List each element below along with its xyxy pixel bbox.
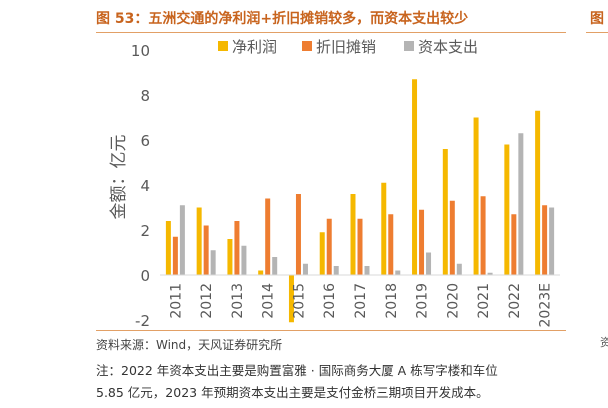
bar-depreciation-2022 xyxy=(511,214,517,275)
y-tick-label: -2 xyxy=(135,312,150,330)
legend-label: 资本支出 xyxy=(418,38,478,56)
y-axis-label: 金额：亿元 xyxy=(109,135,129,220)
bar-capex-2017 xyxy=(364,266,370,275)
bar-depreciation-2019 xyxy=(419,209,425,275)
bar-net-profit-2018 xyxy=(381,182,387,275)
y-tick-label: 6 xyxy=(140,132,150,150)
x-tick-label: 2023E xyxy=(538,283,554,327)
bar-net-profit-2019 xyxy=(412,79,418,275)
legend-label: 折旧摊销 xyxy=(316,38,376,56)
x-tick-label: 2015 xyxy=(291,283,307,319)
bar-depreciation-2015 xyxy=(295,194,301,275)
bar-net-profit-2021 xyxy=(473,117,479,275)
bar-net-profit-2023E xyxy=(535,110,541,275)
legend-swatch xyxy=(404,41,414,51)
bar-capex-2020 xyxy=(456,263,462,275)
bar-capex-2021 xyxy=(487,272,493,275)
bar-chart: -2 0 2 4 6 8 10 金额：亿元 2011 2012 2013 2014 2015 2016 20… xyxy=(109,38,560,330)
adjacent-figure-note-fragment: 资 xyxy=(600,336,608,349)
bar-net-profit-2012 xyxy=(196,207,202,275)
legend-label: 净利润 xyxy=(232,38,277,56)
bar-depreciation-2012 xyxy=(203,225,209,275)
x-tick-label: 2012 xyxy=(199,283,215,319)
bar-depreciation-2014 xyxy=(265,198,271,275)
x-tick-label: 2011 xyxy=(168,283,184,319)
bar-capex-2011 xyxy=(179,205,185,275)
x-tick-label: 2013 xyxy=(230,283,246,319)
x-tick-label: 2018 xyxy=(384,283,400,319)
legend-swatch xyxy=(302,41,312,51)
x-tick-label: 2016 xyxy=(322,283,338,319)
bar-capex-2013 xyxy=(241,245,247,275)
x-tick-label: 2021 xyxy=(476,283,492,319)
bar-capex-2014 xyxy=(272,257,278,275)
x-tick-label: 2019 xyxy=(415,283,431,319)
bar-net-profit-2020 xyxy=(442,149,448,275)
source-divider xyxy=(96,330,566,331)
bar-net-profit-2014 xyxy=(258,270,264,275)
y-tick-label: 10 xyxy=(131,42,150,60)
legend-swatch xyxy=(218,41,228,51)
y-tick-label: 8 xyxy=(140,87,150,105)
footnote-line-1: 注：2022 年资本支出主要是购置富雅 · 国际商务大厦 A 栋写字楼和车位 xyxy=(96,363,498,378)
bar-capex-2016 xyxy=(333,266,339,275)
bar-depreciation-2020 xyxy=(449,200,455,275)
bar-net-profit-2015 xyxy=(288,275,294,323)
x-tick-label: 2014 xyxy=(261,283,277,319)
bar-depreciation-2016 xyxy=(326,218,332,275)
bar-capex-2018 xyxy=(395,270,401,275)
x-tick-label: 2020 xyxy=(445,283,461,319)
bar-capex-2015 xyxy=(302,263,308,275)
adjacent-figure-divider xyxy=(586,32,608,33)
bar-capex-2022 xyxy=(518,133,524,275)
bar-capex-2019 xyxy=(426,252,432,275)
bar-depreciation-2023E xyxy=(542,205,548,275)
y-tick-label: 2 xyxy=(140,222,150,240)
bar-depreciation-2017 xyxy=(357,218,363,275)
adjacent-figure-title-fragment: 图 xyxy=(590,11,604,27)
bar-depreciation-2018 xyxy=(388,214,394,275)
source-note: 资料来源：Wind，天风证券研究所 xyxy=(96,338,283,352)
bar-net-profit-2011 xyxy=(165,221,171,275)
y-tick-label: 0 xyxy=(140,267,150,285)
bar-capex-2012 xyxy=(210,250,216,275)
bar-depreciation-2013 xyxy=(234,221,240,275)
x-tick-label: 2022 xyxy=(507,283,523,319)
y-tick-label: 4 xyxy=(140,177,150,195)
bar-net-profit-2016 xyxy=(319,232,325,275)
footnote-line-2: 5.85 亿元，2023 年预期资本支出主要是支付金桥三期项目开发成本。 xyxy=(96,385,489,400)
bar-depreciation-2011 xyxy=(172,236,178,275)
bar-capex-2023E xyxy=(549,207,555,275)
x-tick-label: 2017 xyxy=(353,283,369,319)
bar-net-profit-2017 xyxy=(350,194,356,275)
title-divider xyxy=(96,32,566,33)
bar-depreciation-2021 xyxy=(480,196,486,275)
figure-title: 图 53：五洲交通的净利润+折旧摊销较多，而资本支出较少 xyxy=(96,11,469,27)
bar-net-profit-2013 xyxy=(227,239,233,275)
bar-net-profit-2022 xyxy=(504,144,510,275)
